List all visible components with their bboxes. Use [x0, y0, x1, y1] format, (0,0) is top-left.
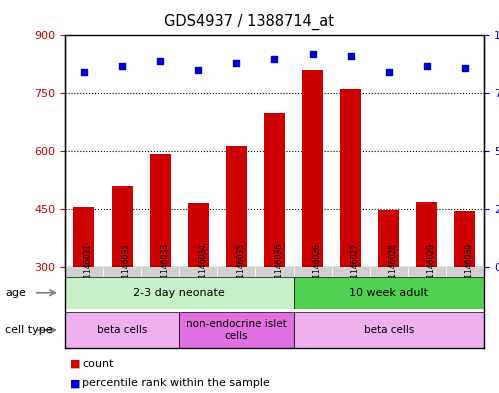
- FancyBboxPatch shape: [141, 267, 179, 277]
- FancyBboxPatch shape: [293, 267, 332, 277]
- Text: GSM1146027: GSM1146027: [351, 243, 360, 294]
- Bar: [150, 154, 171, 267]
- FancyBboxPatch shape: [65, 312, 179, 348]
- Text: GSM1146036: GSM1146036: [274, 243, 283, 294]
- Text: non-endocrine islet
cells: non-endocrine islet cells: [186, 320, 287, 341]
- Point: [270, 55, 278, 62]
- Text: ■: ■: [70, 358, 80, 369]
- Point: [118, 62, 126, 69]
- Text: beta cells: beta cells: [97, 325, 147, 335]
- Text: GSM1146031: GSM1146031: [84, 243, 93, 294]
- Text: 2-3 day neonate: 2-3 day neonate: [133, 288, 225, 298]
- Point: [156, 58, 164, 64]
- Text: GDS4937 / 1388714_at: GDS4937 / 1388714_at: [165, 14, 334, 30]
- FancyBboxPatch shape: [103, 267, 141, 277]
- FancyBboxPatch shape: [255, 267, 293, 277]
- FancyBboxPatch shape: [65, 267, 103, 277]
- FancyBboxPatch shape: [293, 277, 484, 309]
- FancyBboxPatch shape: [446, 267, 484, 277]
- FancyBboxPatch shape: [370, 267, 408, 277]
- FancyBboxPatch shape: [65, 277, 293, 309]
- Bar: [340, 89, 361, 267]
- Point: [423, 62, 431, 69]
- FancyBboxPatch shape: [179, 267, 217, 277]
- Point: [233, 60, 241, 66]
- Point: [308, 51, 316, 57]
- Text: count: count: [82, 358, 114, 369]
- Text: GSM1146026: GSM1146026: [312, 243, 321, 294]
- Text: GSM1146028: GSM1146028: [389, 243, 398, 294]
- Bar: [112, 186, 133, 267]
- Point: [347, 53, 355, 59]
- FancyBboxPatch shape: [408, 267, 446, 277]
- Point: [80, 69, 88, 75]
- Bar: [302, 70, 323, 267]
- Text: GSM1146035: GSM1146035: [237, 243, 246, 294]
- Point: [194, 67, 202, 73]
- Bar: [416, 202, 437, 267]
- Bar: [378, 210, 399, 267]
- Bar: [226, 145, 247, 267]
- Text: GSM1146029: GSM1146029: [427, 243, 436, 294]
- FancyBboxPatch shape: [332, 267, 370, 277]
- Point: [385, 69, 393, 75]
- Text: GSM1146030: GSM1146030: [465, 243, 474, 294]
- Text: GSM1146034: GSM1146034: [198, 243, 207, 294]
- Text: GSM1146032: GSM1146032: [122, 243, 131, 294]
- Text: ■: ■: [70, 378, 80, 388]
- Bar: [264, 113, 285, 267]
- Point: [461, 65, 469, 71]
- Text: GSM1146033: GSM1146033: [160, 243, 169, 294]
- FancyBboxPatch shape: [179, 312, 293, 348]
- Bar: [188, 204, 209, 267]
- FancyBboxPatch shape: [217, 267, 255, 277]
- Text: percentile rank within the sample: percentile rank within the sample: [82, 378, 270, 388]
- Text: cell type: cell type: [5, 325, 52, 335]
- FancyBboxPatch shape: [293, 312, 484, 348]
- Bar: [455, 211, 476, 267]
- Text: age: age: [5, 288, 26, 298]
- Text: beta cells: beta cells: [364, 325, 414, 335]
- Bar: [73, 208, 94, 267]
- Text: 10 week adult: 10 week adult: [349, 288, 428, 298]
